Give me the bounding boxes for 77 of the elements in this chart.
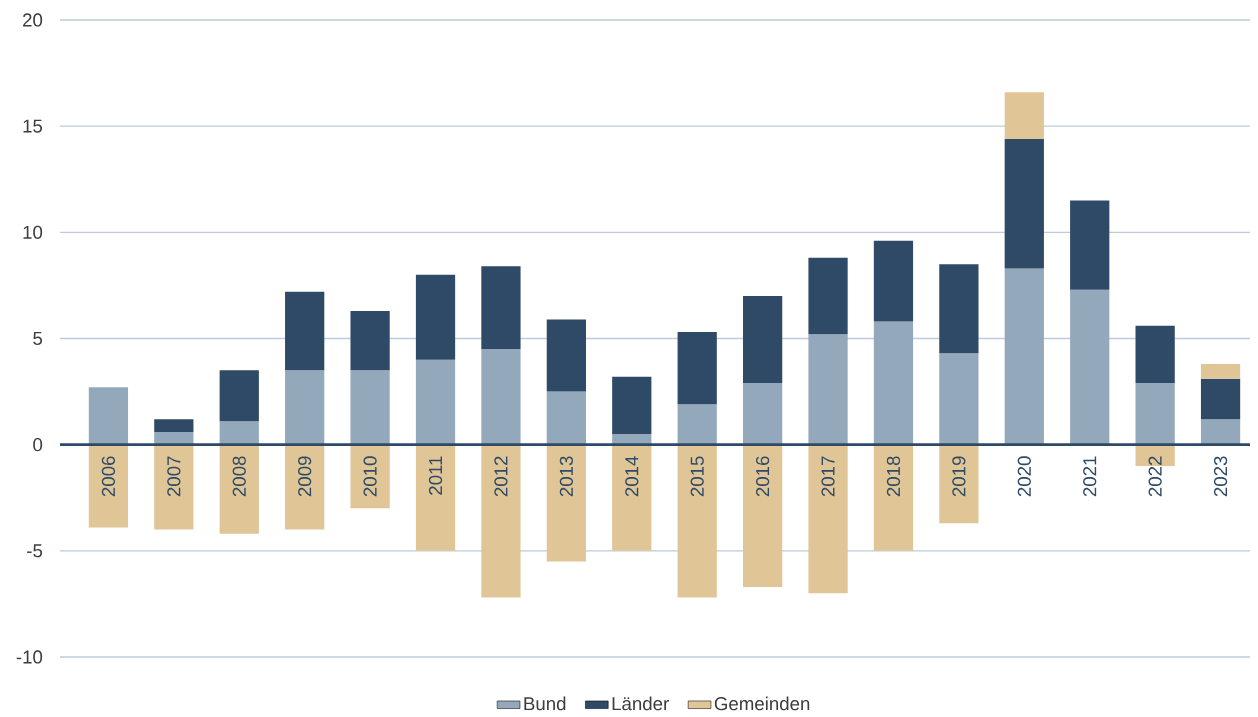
bar — [219, 370, 259, 422]
x-tick-label: 2018 — [886, 456, 901, 497]
bar — [742, 444, 783, 587]
x-tick-label: 2015 — [690, 456, 704, 497]
bar — [1135, 383, 1175, 445]
legend-label: Bund — [524, 696, 566, 711]
bar — [1004, 138, 1044, 269]
y-tick-label: -10 — [16, 650, 43, 664]
x-tick-label: 2008 — [232, 456, 246, 497]
bar — [285, 370, 325, 445]
bar — [677, 444, 717, 598]
y-tick-label: 10 — [23, 225, 43, 239]
bar — [481, 444, 521, 598]
bar — [219, 421, 259, 445]
x-tick-label: 2019 — [952, 456, 966, 497]
bar — [873, 321, 914, 445]
x-tick-label: 2007 — [167, 456, 181, 497]
legend-label: Länder — [612, 696, 669, 711]
bar — [481, 266, 521, 350]
bar — [939, 264, 979, 354]
bar — [415, 444, 456, 551]
legend-label: Gemeinden — [714, 696, 810, 711]
bar — [415, 274, 456, 360]
bar — [285, 444, 325, 530]
x-tick-label: 2013 — [559, 456, 573, 497]
bar — [154, 419, 194, 432]
bar — [88, 444, 129, 528]
bar — [808, 444, 848, 594]
bar — [1070, 289, 1110, 445]
bar — [350, 370, 390, 445]
bar — [481, 349, 521, 445]
y-tick-label: -5 — [27, 544, 43, 558]
x-tick-label: 2009 — [298, 456, 312, 497]
bar — [742, 383, 783, 445]
bar — [546, 444, 586, 562]
bar — [808, 334, 848, 445]
bar — [939, 444, 979, 524]
x-tick-label: 2016 — [756, 456, 770, 497]
bar — [612, 376, 652, 435]
x-tick-label: 2021 — [1083, 456, 1097, 497]
bar — [808, 257, 848, 335]
x-tick-label: 2023 — [1213, 456, 1228, 497]
bar — [88, 387, 129, 445]
bar — [154, 444, 194, 530]
bar — [219, 444, 259, 534]
bar — [350, 444, 390, 509]
x-tick-label: 2006 — [101, 456, 116, 497]
x-tick-label: 2022 — [1148, 456, 1162, 497]
bar — [1200, 363, 1241, 379]
bar — [1200, 378, 1241, 420]
bar — [1135, 325, 1175, 384]
bar — [546, 391, 586, 445]
bar — [546, 319, 586, 392]
x-tick-label: 2020 — [1017, 456, 1031, 497]
bar — [415, 359, 456, 445]
y-tick-label: 0 — [33, 438, 43, 452]
bar — [285, 291, 325, 371]
bar — [1200, 419, 1241, 445]
bar — [742, 296, 783, 384]
bar — [677, 404, 717, 445]
bar — [1070, 200, 1110, 290]
bar — [612, 444, 652, 551]
y-tick-label: 5 — [33, 331, 43, 346]
bar — [350, 310, 390, 371]
x-tick-label: 2014 — [625, 456, 639, 497]
y-tick-label: 15 — [23, 119, 43, 133]
bar — [1004, 268, 1044, 445]
x-tick-label: 2011 — [428, 456, 443, 495]
bar — [873, 444, 914, 551]
x-tick-label: 2017 — [821, 456, 835, 497]
bar — [873, 240, 914, 322]
x-tick-label: 2012 — [494, 456, 508, 497]
bar — [939, 353, 979, 445]
bar — [677, 332, 717, 405]
bar — [1004, 92, 1044, 139]
y-tick-label: 20 — [23, 13, 43, 27]
x-tick-label: 2010 — [363, 456, 377, 497]
